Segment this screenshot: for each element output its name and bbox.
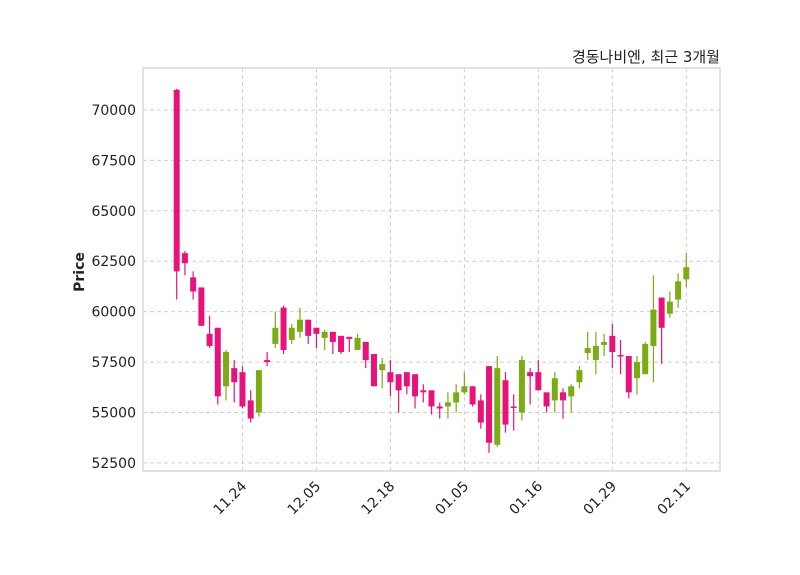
candle-body-down — [181, 253, 188, 264]
candle-body-down — [617, 355, 624, 357]
candle-body-up — [666, 301, 673, 314]
candle-body-down — [560, 392, 567, 401]
candle-body-up — [379, 364, 386, 371]
candle-body-down — [436, 406, 443, 409]
y-tick-label: 62500 — [91, 254, 136, 270]
candle-body-up — [444, 402, 451, 407]
candle-body-down — [346, 336, 353, 339]
candle-body-down — [173, 89, 180, 272]
candle-body-down — [527, 372, 534, 377]
candle-body-up — [296, 319, 303, 332]
candle-body-up — [633, 362, 640, 379]
candle-body-up — [223, 351, 230, 387]
x-tick-label: 12.18 — [359, 479, 399, 519]
candle-body-up — [255, 370, 262, 413]
candle-body-down — [420, 390, 427, 393]
candle-body-down — [477, 400, 484, 423]
candle-body-down — [305, 319, 312, 336]
y-tick-label: 57500 — [91, 355, 136, 371]
candle-body-down — [214, 327, 221, 397]
x-tick-label: 01.05 — [433, 479, 473, 519]
candle-body-up — [592, 345, 599, 361]
y-axis-label: Price — [72, 252, 88, 292]
candle-body-down — [428, 390, 435, 407]
plot-frame — [142, 67, 721, 472]
candle-body-up — [584, 347, 591, 354]
candle-body-down — [486, 366, 493, 443]
candle-body-down — [609, 335, 616, 352]
x-tick-label: 01.16 — [507, 478, 547, 518]
y-tick-label: 70000 — [91, 103, 136, 119]
candle-body-up — [461, 386, 468, 393]
y-tick-label: 65000 — [91, 204, 136, 220]
candle-body-down — [387, 372, 394, 383]
candle-body-up — [272, 327, 279, 344]
x-tick-labels: 11.24 12.05 12.18 01.05 01.16 01.29 02.11 — [211, 478, 695, 518]
candle-body-down — [658, 297, 665, 328]
candle-body-up — [354, 337, 361, 350]
candle-body-up — [321, 331, 328, 338]
candle-body-down — [247, 400, 254, 419]
candle-body-up — [683, 267, 690, 280]
candle-body-up — [551, 378, 558, 401]
candle-body-down — [329, 331, 336, 342]
candle-body-down — [412, 374, 419, 397]
x-tick-label: 11.24 — [211, 478, 251, 518]
candle-body-up — [576, 370, 583, 383]
candle-body-down — [231, 368, 238, 383]
candle-body-up — [568, 386, 575, 397]
candle-body-up — [288, 327, 295, 340]
candle-body-down — [403, 372, 410, 387]
candle-body-down — [239, 372, 246, 407]
candle-body-down — [264, 360, 271, 363]
candle-body-up — [650, 309, 657, 346]
candle-body-up — [601, 341, 608, 345]
candle-body-down — [510, 406, 517, 408]
x-tick-label: 01.29 — [580, 479, 620, 519]
candle-body-up — [675, 281, 682, 300]
candle-body-down — [502, 380, 509, 425]
y-tick-label: 52500 — [91, 456, 136, 472]
candle-body-down — [190, 277, 197, 292]
candle-body-down — [395, 374, 402, 391]
candle-body-down — [338, 335, 345, 352]
y-tick-label: 60000 — [91, 305, 136, 321]
candle-body-down — [198, 287, 205, 326]
candle-body-up — [453, 392, 460, 403]
y-tick-label: 55000 — [91, 406, 136, 422]
candle-body-down — [280, 307, 287, 350]
candle-body-down — [535, 372, 542, 391]
candle-body-down — [362, 341, 369, 361]
candle-body-up — [642, 343, 649, 375]
candle-body-down — [206, 333, 213, 346]
x-tick-label: 02.11 — [654, 479, 694, 519]
candle-body-down — [625, 356, 632, 393]
candle-body-down — [370, 354, 377, 387]
candle-body-down — [469, 386, 476, 405]
candle-body-down — [543, 392, 550, 407]
candle-body-up — [518, 360, 525, 413]
y-tick-label: 67500 — [91, 153, 136, 169]
chart-title: 경동나비엔, 최근 3개월 — [572, 48, 720, 66]
y-tick-labels: 52500 55000 57500 60000 62500 65000 67500 70000 — [91, 103, 136, 472]
candles — [173, 88, 690, 453]
candle-body-up — [494, 368, 501, 445]
x-tick-label: 12.05 — [285, 479, 325, 519]
candle-body-down — [313, 327, 320, 334]
